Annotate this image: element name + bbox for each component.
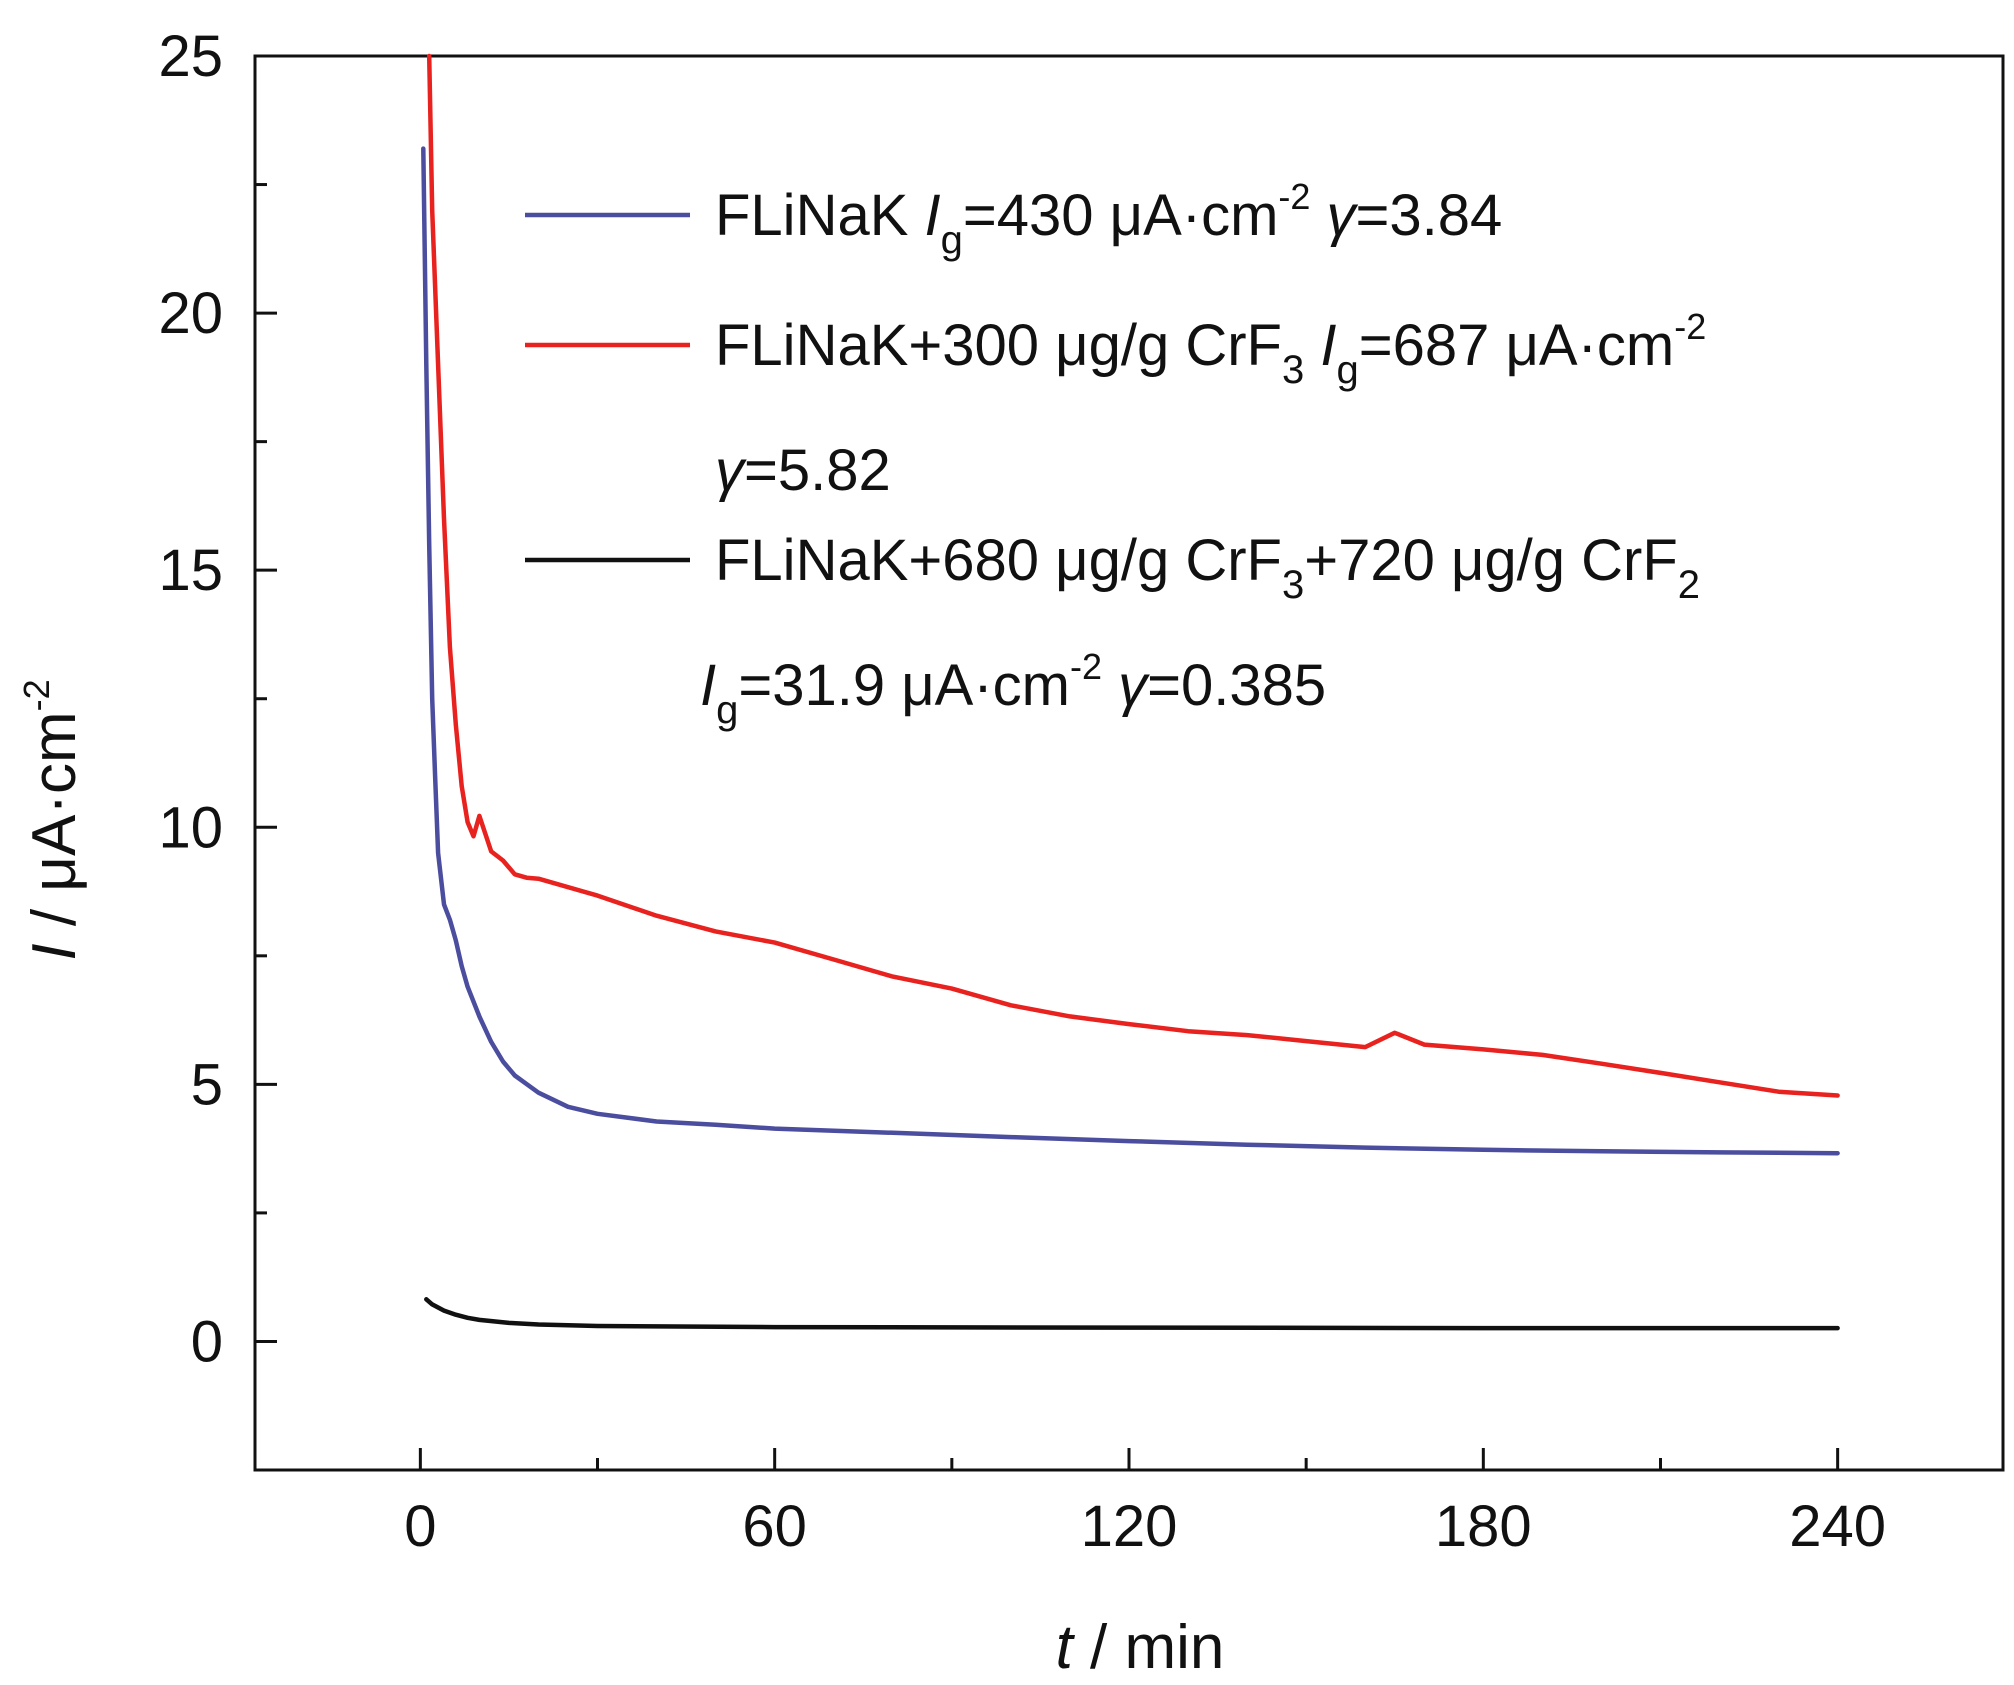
plot-frame (253, 54, 2005, 1472)
y-tick-label: 5 (191, 1052, 223, 1117)
x-tick-label: 0 (404, 1494, 436, 1559)
y-tick-label: 0 (191, 1309, 223, 1374)
x-tick-label: 120 (1081, 1494, 1178, 1559)
y-tick-label: 20 (158, 281, 223, 346)
tick-labels: 0 60 120 180 240 0 5 10 15 20 25 (158, 24, 1886, 1559)
series-line-1 (421, 146, 1840, 1156)
x-axis-title: t / min (1056, 1613, 1225, 1682)
legend-label: FLiNaK+300 μg/g CrF3​ Ig​=687 μA·cm-2​ (715, 306, 1706, 392)
series-line-3 (424, 1297, 1840, 1331)
x-tick-label: 240 (1789, 1494, 1886, 1559)
y-tick-label: 15 (158, 538, 223, 603)
legend-label: γ=5.82 (715, 438, 891, 503)
series-line-2 (426, 53, 1840, 1098)
legend-label: Ig​=31.9 μA·cm-2​ γ=0.385 (700, 646, 1326, 732)
y-axis-title: I / μA·cm-2​ (16, 679, 89, 960)
x-tick-label: 60 (742, 1494, 807, 1559)
series-lines (421, 53, 1840, 1331)
x-tick-label: 180 (1435, 1494, 1532, 1559)
legend: FLiNaK Ig​=430 μA·cm-2​ γ=3.84 FLiNaK+300… (525, 176, 1706, 732)
y-tick-label: 25 (158, 24, 223, 89)
legend-label: FLiNaK+680 μg/g CrF3​+720 μg/g CrF2​ (715, 528, 1700, 607)
legend-label: FLiNaK Ig​=430 μA·cm-2​ γ=3.84 (715, 176, 1502, 262)
axis-ticks (255, 54, 1840, 1472)
y-tick-label: 10 (158, 795, 223, 860)
